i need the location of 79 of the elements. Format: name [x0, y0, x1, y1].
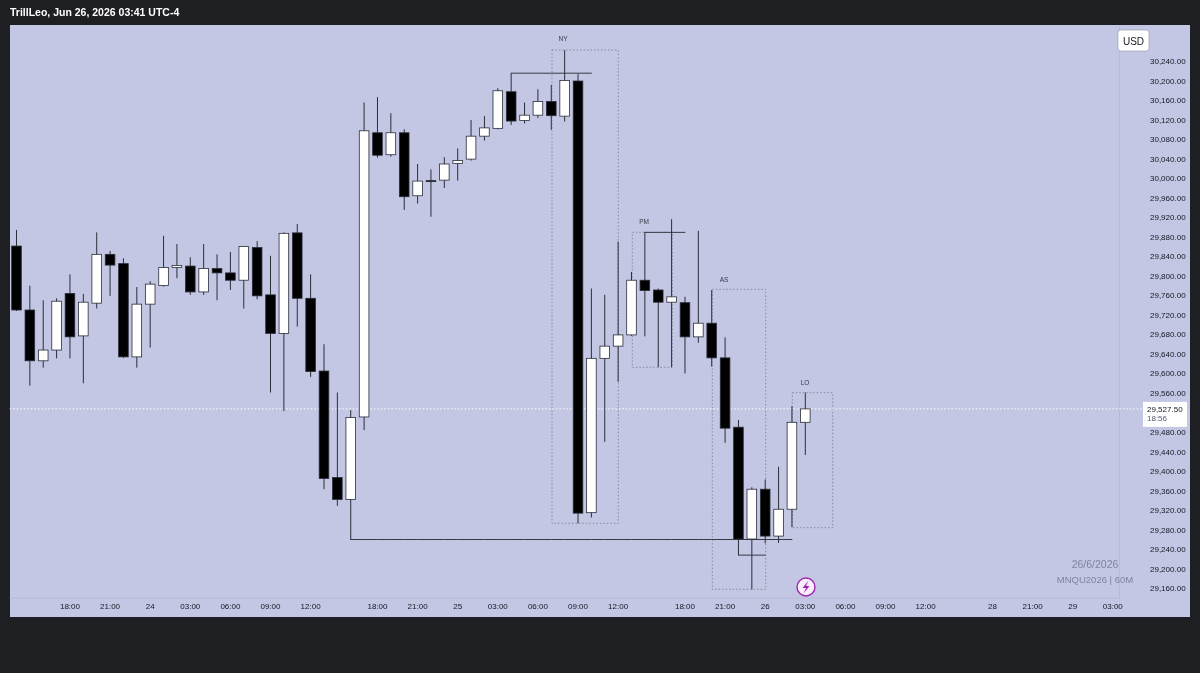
- x-tick-label: 09:00: [875, 602, 897, 611]
- x-tick-label: 06:00: [220, 602, 241, 611]
- y-tick-label: 29,320.00: [1150, 506, 1187, 516]
- y-tick-label: 29,760.00: [1150, 291, 1187, 301]
- y-tick-label: 29,680.00: [1150, 330, 1187, 340]
- candlestick: [158, 235, 169, 288]
- x-tick-label: 28: [988, 602, 998, 611]
- candlestick: [225, 251, 236, 291]
- y-tick-label: 29,160.00: [1150, 584, 1187, 594]
- y-tick-label: 29,280.00: [1150, 525, 1187, 535]
- candlestick: [385, 112, 397, 158]
- x-tick-label: 12:00: [608, 602, 629, 611]
- candlestick: [144, 280, 156, 349]
- candlestick: [519, 101, 530, 124]
- candlestick: [412, 163, 423, 205]
- x-tick-label: 24: [145, 602, 156, 611]
- y-tick-label: 29,360.00: [1150, 486, 1187, 496]
- y-tick-label: 30,240.00: [1150, 56, 1187, 66]
- x-tick-label: 21:00: [407, 602, 429, 611]
- y-tick-label: 29,640.00: [1150, 349, 1187, 359]
- y-tick-label: 29,800.00: [1150, 271, 1187, 281]
- y-tick-label: 30,080.00: [1150, 135, 1187, 145]
- candlestick: [198, 243, 209, 296]
- x-tick-label: 25: [453, 602, 463, 611]
- y-tick-label: 29,880.00: [1150, 232, 1187, 242]
- y-tick-label: 29,920.00: [1150, 213, 1187, 223]
- candlestick: [372, 96, 383, 159]
- x-tick-label: 06:00: [835, 602, 856, 611]
- y-tick-label: 29,720.00: [1150, 310, 1187, 320]
- y-axis-title: USD: [1122, 35, 1145, 47]
- candlestick: [465, 119, 477, 162]
- x-tick-label: 06:00: [527, 602, 549, 611]
- x-tick-label: 09:00: [568, 602, 589, 611]
- x-tick-label: 21:00: [715, 602, 736, 611]
- y-tick-label: 29,560.00: [1150, 389, 1187, 399]
- y-tick-label: 29,240.00: [1150, 545, 1187, 555]
- candlestick: [693, 230, 704, 344]
- x-tick-label: 21:00: [100, 602, 121, 611]
- candlestick: [38, 299, 49, 369]
- y-tick-label: 29,480.00: [1150, 428, 1187, 438]
- y-tick-label: 30,200.00: [1150, 76, 1187, 86]
- annotation: 26/6/2026: [1071, 558, 1119, 570]
- candlestick: [653, 288, 664, 368]
- candlestick: [532, 88, 544, 119]
- candlestick: [439, 156, 450, 189]
- y-tick-label: 29,200.00: [1150, 564, 1187, 574]
- candlestick: [612, 241, 624, 383]
- x-tick-label: 12:00: [300, 602, 322, 611]
- y-tick-label: 30,040.00: [1150, 154, 1187, 164]
- y-tick-label: 29,960.00: [1150, 193, 1187, 203]
- x-tick-label: 18:00: [59, 602, 81, 611]
- x-tick-label: 03:00: [795, 602, 816, 611]
- x-tick-label: 18:00: [674, 602, 696, 611]
- y-tick-label: 30,160.00: [1150, 96, 1187, 106]
- x-tick-label: 18:00: [367, 602, 389, 611]
- x-tick-label: 21:00: [1022, 602, 1044, 611]
- candlestick: [546, 84, 557, 131]
- x-tick-label: 09:00: [260, 602, 282, 611]
- candlestick: [104, 250, 116, 297]
- y-tick-label: 29,840.00: [1150, 252, 1187, 262]
- candlestick: [425, 168, 437, 218]
- candlestick: [332, 392, 343, 507]
- annotation: MNQU2026 | 60M: [1056, 574, 1134, 585]
- candlestick: [211, 253, 223, 301]
- y-tick-label: 30,000.00: [1150, 174, 1187, 184]
- candlestick: [479, 115, 490, 142]
- x-tick-label: 03:00: [180, 602, 201, 611]
- x-tick-label: 29: [1068, 602, 1078, 611]
- x-tick-label: 03:00: [1102, 602, 1124, 611]
- y-tick-label: 30,120.00: [1150, 115, 1187, 125]
- x-tick-label: 26: [760, 602, 771, 611]
- x-tick-label: 12:00: [915, 602, 937, 611]
- y-tick-label: 29,400.00: [1150, 467, 1187, 477]
- candlestick: [452, 147, 463, 182]
- x-tick-label: 03:00: [487, 602, 509, 611]
- candlestick: [171, 243, 183, 279]
- chart-title: TrillLeo, Jun 26, 2026 03:41 UTC-4: [10, 6, 180, 18]
- y-tick-label: 29,440.00: [1150, 447, 1187, 457]
- y-tick-label: 29,600.00: [1150, 369, 1187, 379]
